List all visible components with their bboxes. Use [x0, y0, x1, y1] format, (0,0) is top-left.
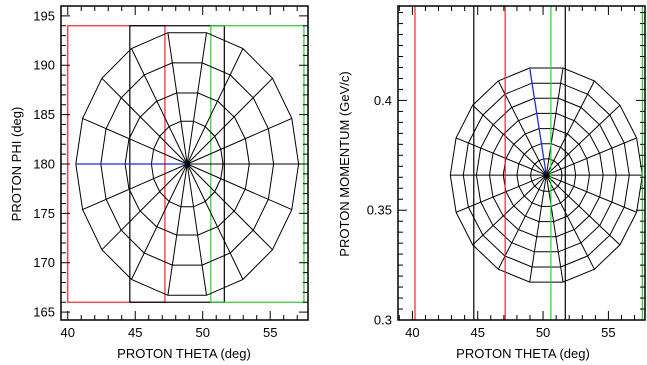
left-plot-frame [60, 5, 309, 321]
x-tick-label: 40 [61, 325, 75, 340]
grid-spoke-1 [186, 117, 292, 165]
grid-spoke-13 [167, 163, 188, 296]
grid-spoke-1 [546, 137, 637, 176]
grid-spoke-12 [497, 174, 547, 270]
left-axis-ticks: 40 45 50 55 165 170 175 180 185 190 195 [33, 5, 308, 340]
grid-spoke-12 [131, 163, 188, 280]
grid-spoke-5 [529, 67, 547, 176]
grid-spoke-17 [186, 163, 292, 211]
left-plot-area [67, 25, 305, 303]
x-tick-label: 45 [470, 325, 484, 340]
grid-spoke-8 [82, 117, 188, 165]
x-tick-label: 55 [263, 325, 277, 340]
y-tick-label: 180 [33, 156, 55, 171]
y-tick-label: 175 [33, 206, 55, 221]
grid-spoke-7 [472, 104, 547, 176]
y-tick-label: 0.4 [374, 93, 392, 108]
grid-spoke-2 [186, 77, 273, 165]
grid-spoke-4 [545, 67, 564, 176]
y-tick-label: 185 [33, 107, 55, 122]
grid-spoke-6 [131, 48, 188, 165]
y-tick-label: 0.3 [374, 313, 392, 328]
right-plot-area [414, 6, 643, 320]
x-tick-label: 40 [405, 325, 419, 340]
grid-spoke-11 [101, 163, 188, 251]
left-panel: 40 45 50 55 165 170 175 180 185 190 195 PROTON THE… [9, 5, 309, 361]
grid-spoke-10 [455, 174, 547, 213]
grid-spoke-17 [546, 174, 637, 213]
y-tick-label: 165 [33, 305, 55, 320]
grid-spoke-15 [186, 163, 244, 280]
grid-spoke-3 [186, 48, 244, 165]
grid-spoke-14 [186, 163, 207, 296]
x-tick-label: 45 [128, 325, 142, 340]
grid-spoke-11 [472, 174, 547, 246]
right-y-axis-label: PROTON MOMENTUM (GeV/c) [337, 71, 352, 256]
y-tick-label: 0.35 [367, 203, 392, 218]
x-tick-label: 55 [601, 325, 615, 340]
grid-spoke-13 [529, 175, 547, 283]
y-tick-label: 190 [33, 58, 55, 73]
grid-spoke-15 [545, 174, 595, 270]
grid-spoke-16 [186, 163, 273, 251]
left-y-axis-label: PROTON PHI (deg) [9, 107, 24, 222]
y-tick-label: 195 [33, 8, 55, 23]
x-tick-label: 50 [195, 325, 209, 340]
right-axis-ticks: 40 45 50 55 0.3 0.35 0.4 [367, 6, 645, 340]
x-tick-label: 50 [536, 325, 550, 340]
right-x-axis-label: PROTON THETA (deg) [456, 346, 590, 361]
grid-spoke-7 [101, 77, 188, 165]
grid-spoke-16 [545, 174, 621, 246]
grid-spoke-2 [545, 104, 621, 176]
grid-spoke-3 [545, 80, 595, 176]
grid-spoke-10 [82, 163, 188, 211]
left-x-axis-label: PROTON THETA (deg) [117, 346, 251, 361]
grid-spoke-8 [455, 137, 547, 176]
right-panel: 40 45 50 55 0.3 0.35 0.4 PROTON THETA (deg) PR… [337, 5, 646, 361]
grid-spoke-4 [186, 32, 207, 165]
grid-spoke-14 [545, 174, 564, 283]
y-tick-label: 170 [33, 255, 55, 270]
right-plot-frame [397, 5, 646, 321]
grid-spoke-6 [497, 80, 547, 176]
grid-spoke-5 [167, 32, 188, 165]
